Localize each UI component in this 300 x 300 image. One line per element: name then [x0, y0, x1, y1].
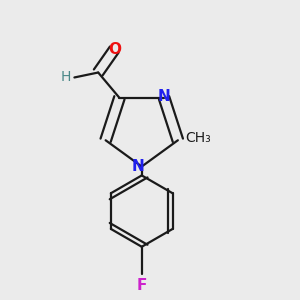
Text: N: N	[131, 159, 144, 174]
Text: CH₃: CH₃	[185, 130, 211, 145]
Text: H: H	[61, 70, 71, 85]
Text: O: O	[108, 42, 121, 57]
Text: N: N	[158, 89, 170, 104]
Text: F: F	[136, 278, 147, 293]
